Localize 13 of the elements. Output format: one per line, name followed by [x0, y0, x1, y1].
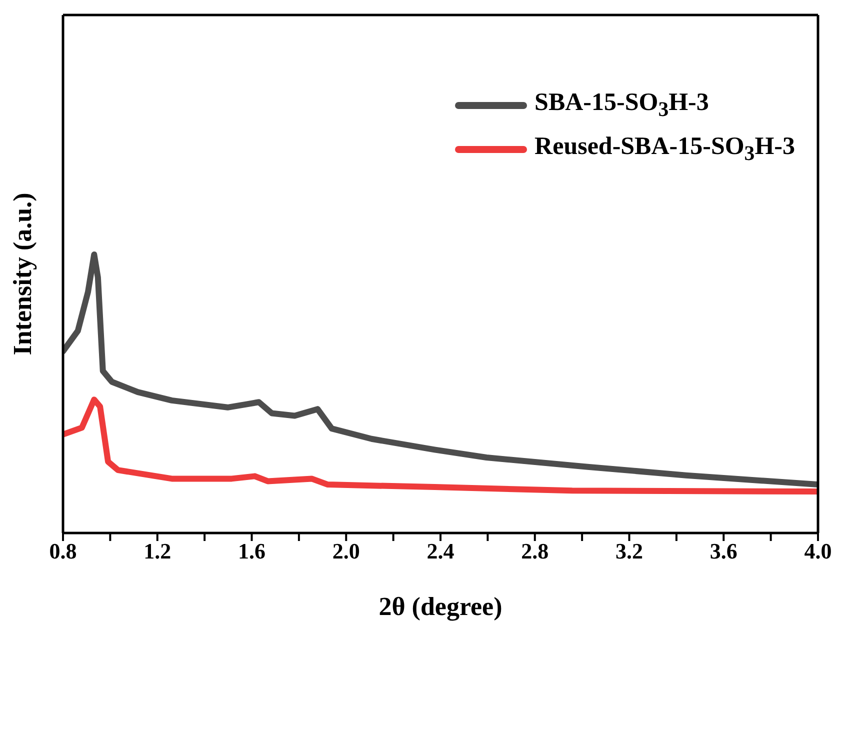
- x-tick-label: 1.6: [238, 538, 266, 564]
- y-axis-title: Intensity (a.u.): [8, 192, 38, 356]
- x-tick-label: 1.2: [144, 538, 172, 564]
- x-tick-label: 4.0: [804, 538, 832, 564]
- x-tick-label: 3.6: [710, 538, 738, 564]
- x-tick-label: 2.4: [426, 538, 454, 564]
- x-axis-title: 2θ (degree): [378, 592, 502, 621]
- legend-label: SBA-15-SO$_{3}$H-3: [534, 88, 709, 122]
- x-tick-label: 2.0: [332, 538, 360, 564]
- x-tick-label: 2.8: [521, 538, 549, 564]
- x-tick-label: 3.2: [616, 538, 643, 564]
- x-tick-label: 0.8: [49, 538, 77, 564]
- legend-label: Reused-SBA-15-SO$_{3}$H-3: [534, 132, 795, 166]
